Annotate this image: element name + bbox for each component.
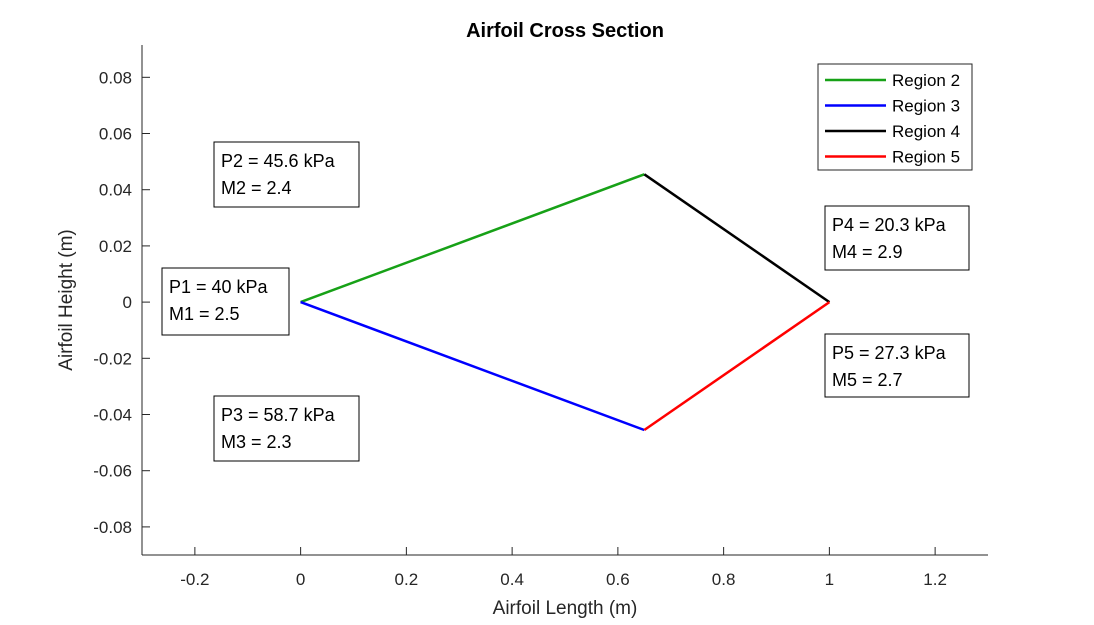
annotation-text: M3 = 2.3 [221, 432, 292, 452]
x-tick-label: 0.4 [500, 570, 524, 589]
annotation-box [161, 267, 290, 336]
x-tick-label: 0 [296, 570, 305, 589]
annotation-text: M2 = 2.4 [221, 178, 292, 198]
y-tick-label: -0.08 [93, 518, 132, 537]
series-line-2 [300, 173, 645, 304]
series-line-5 [643, 301, 831, 432]
y-tick-label: 0.08 [99, 68, 132, 87]
y-tick-label: -0.06 [93, 462, 132, 481]
annotation-text: M1 = 2.5 [169, 304, 240, 324]
series-line-3 [300, 300, 645, 432]
annotation-box [824, 205, 970, 271]
x-tick-label: 0.8 [712, 570, 736, 589]
x-tick-label: 1 [825, 570, 834, 589]
x-tick-label: 0.2 [395, 570, 419, 589]
annotation-box [824, 333, 970, 398]
x-tick-label: -0.2 [180, 570, 209, 589]
annotation-text: M4 = 2.9 [832, 242, 903, 262]
y-tick-label: 0.04 [99, 181, 132, 200]
y-tick-label: -0.04 [93, 406, 132, 425]
annotation-text: P4 = 20.3 kPa [832, 215, 947, 235]
legend-box [817, 63, 973, 171]
y-tick-label: 0.02 [99, 237, 132, 256]
annotation-text: P1 = 40 kPa [169, 277, 269, 297]
y-axis-title: Airfoil Height (m) [56, 229, 77, 370]
annotation-box [213, 395, 360, 462]
series-line-4 [643, 173, 831, 304]
legend-label: Region 3 [892, 97, 960, 116]
annotation-box [213, 141, 360, 208]
y-tick-label: -0.02 [93, 349, 132, 368]
chart-title: Airfoil Cross Section [466, 20, 664, 42]
x-tick-label: 1.2 [923, 570, 947, 589]
annotation-text: P3 = 58.7 kPa [221, 405, 336, 425]
x-tick-label: 0.6 [606, 570, 630, 589]
annotation-text: M5 = 2.7 [832, 370, 903, 390]
annotation-text: P5 = 27.3 kPa [832, 343, 947, 363]
legend-label: Region 2 [892, 71, 960, 90]
annotation-text: P2 = 45.6 kPa [221, 151, 336, 171]
y-tick-label: 0 [123, 293, 132, 312]
legend-label: Region 5 [892, 148, 960, 167]
x-axis-title: Airfoil Length (m) [493, 598, 638, 619]
y-tick-label: 0.06 [99, 125, 132, 144]
legend-label: Region 4 [892, 122, 960, 141]
